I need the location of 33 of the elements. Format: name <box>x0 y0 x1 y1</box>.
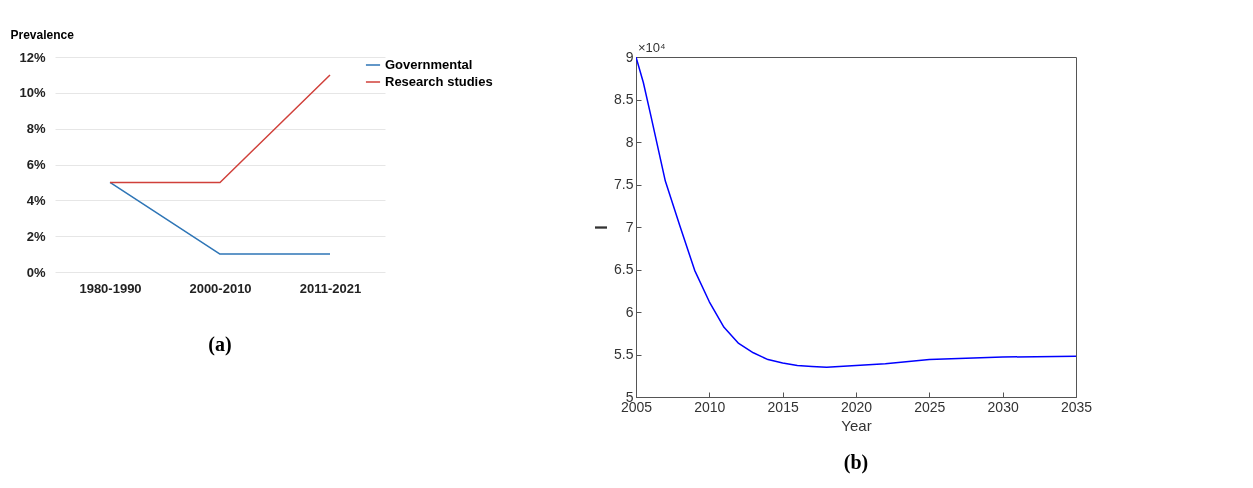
y-tick-label: 12% <box>19 49 46 65</box>
x-tick-label: 2010 <box>694 398 726 415</box>
y-tick-label: 6 <box>625 303 634 320</box>
y-axis-title: I <box>593 225 611 230</box>
legend-label: Governmental <box>385 57 473 72</box>
y-tick-label: 6% <box>26 157 46 172</box>
x-tick-label: 2025 <box>914 398 946 415</box>
text: ×10⁴ <box>638 40 666 55</box>
y-tick-label: 6.5 <box>614 261 634 277</box>
legend-label: Research studies <box>385 74 493 89</box>
y-tick-label: 5.5 <box>614 346 634 362</box>
y-tick-label: 10% <box>19 85 46 101</box>
y-tick-label: 0% <box>26 264 46 280</box>
y-axis-title: Prevalence <box>10 27 75 42</box>
y-tick-label: 7.5 <box>614 176 634 192</box>
x-tick-label: 2035 <box>1060 398 1093 415</box>
x-tick-label: 1980-1990 <box>79 280 142 296</box>
x-tick-label: 2030 <box>987 398 1019 415</box>
x-axis-title: Year <box>841 416 872 434</box>
y-tick-label: 8 <box>625 133 634 150</box>
y-tick-label: 2% <box>26 228 46 244</box>
x-tick-label: 2015 <box>767 398 799 415</box>
text: (a) <box>208 333 232 356</box>
x-tick-label: 2000-2010 <box>189 280 252 296</box>
y-tick-label: 4% <box>26 192 46 208</box>
y-tick-label: 7 <box>625 218 634 235</box>
x-tick-label: 2011-2021 <box>299 280 362 296</box>
x-tick-label: 2020 <box>840 398 873 415</box>
y-tick-label: 8% <box>26 121 46 137</box>
line-series <box>636 57 1076 368</box>
text: (b) <box>843 451 869 474</box>
y-tick-label: 8.5 <box>614 91 634 107</box>
y-tick-label: 9 <box>625 48 634 65</box>
